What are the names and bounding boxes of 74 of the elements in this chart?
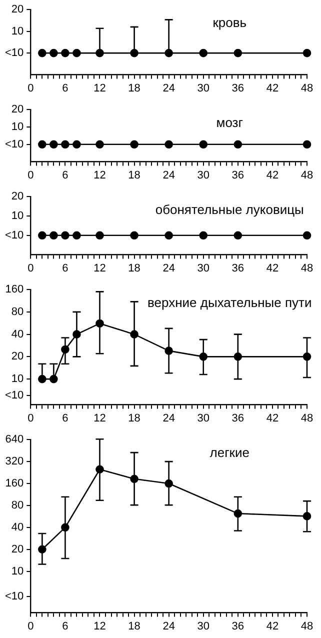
y-tick-label: <10 bbox=[4, 229, 24, 242]
y-tick-label: 10 bbox=[11, 25, 24, 38]
x-tick-label: 12 bbox=[94, 82, 106, 94]
point bbox=[38, 374, 46, 384]
y-tick-label: 160 bbox=[5, 478, 24, 490]
x-tick-label: 24 bbox=[162, 82, 175, 94]
y-tick-label: 80 bbox=[11, 499, 24, 512]
x-tick-label: 42 bbox=[266, 169, 279, 182]
x-tick-label: 6 bbox=[62, 262, 68, 274]
y-tick-label: 40 bbox=[11, 328, 24, 340]
x-tick-label: 36 bbox=[232, 82, 244, 94]
x-tick-label: 48 bbox=[300, 82, 314, 94]
x-tick-label: 18 bbox=[128, 82, 140, 94]
y-tick-label: 640 bbox=[5, 434, 24, 446]
y-tick-label: 320 bbox=[5, 456, 24, 468]
text: обонятельные луковицы bbox=[155, 202, 304, 218]
y-tick-label: 160 bbox=[5, 284, 24, 296]
y-tick-label: 20 bbox=[11, 543, 24, 556]
x-tick-label: 12 bbox=[94, 620, 106, 632]
x-tick-label: 12 bbox=[94, 412, 106, 424]
y-tick-label: 10 bbox=[11, 373, 24, 386]
x-tick-label: 18 bbox=[128, 262, 140, 274]
x-tick-label: 36 bbox=[232, 620, 244, 632]
y-tick-label: 80 bbox=[11, 306, 24, 318]
x-tick-label: 6 bbox=[62, 620, 68, 632]
x-tick-label: 6 bbox=[62, 169, 68, 182]
x-tick-label: 30 bbox=[197, 82, 210, 94]
x-tick-label: 0 bbox=[28, 412, 34, 424]
y-tick-label: <10 bbox=[4, 138, 24, 150]
x-tick-label: 18 bbox=[128, 620, 140, 632]
x-tick-label: 42 bbox=[266, 620, 279, 632]
text: кровь bbox=[212, 15, 247, 30]
x-tick-label: 0 bbox=[28, 169, 34, 182]
x-tick-label: 42 bbox=[266, 82, 279, 94]
y-tick-label: <10 bbox=[4, 590, 24, 603]
y-tick-label: 40 bbox=[11, 521, 24, 534]
y-tick-label: 10 bbox=[11, 565, 24, 578]
x-tick-label: 24 bbox=[162, 262, 175, 274]
x-tick-label: 36 bbox=[232, 262, 244, 274]
x-tick-label: 18 bbox=[128, 412, 140, 424]
x-tick-label: 48 bbox=[300, 169, 314, 182]
x-tick-label: 48 bbox=[300, 262, 314, 274]
y-tick-label: 20 bbox=[11, 104, 24, 116]
x-tick-label: 48 bbox=[300, 412, 314, 424]
x-tick-label: 24 bbox=[162, 412, 175, 424]
y-tick-label: 10 bbox=[11, 121, 24, 134]
x-tick-label: 12 bbox=[94, 169, 106, 182]
x-tick-label: 24 bbox=[162, 620, 175, 632]
text: легкие bbox=[210, 445, 250, 460]
x-tick-label: 0 bbox=[28, 262, 34, 274]
text: мозг bbox=[216, 115, 244, 130]
y-tick-label: 20 bbox=[11, 190, 24, 203]
x-tick-label: 36 bbox=[232, 412, 244, 424]
y-tick-label: <10 bbox=[4, 390, 24, 402]
x-tick-label: 30 bbox=[197, 262, 210, 274]
x-tick-label: 6 bbox=[62, 412, 68, 424]
y-tick-label: 10 bbox=[11, 210, 24, 222]
x-tick-label: 30 bbox=[197, 169, 210, 182]
x-tick-label: 42 bbox=[266, 262, 279, 274]
x-tick-label: 24 bbox=[162, 169, 175, 182]
text: верхние дыхательные пути bbox=[148, 295, 312, 310]
y-tick-label: 20 bbox=[11, 4, 24, 16]
x-tick-label: 36 bbox=[232, 169, 244, 182]
x-tick-label: 6 bbox=[62, 82, 68, 94]
x-tick-label: 0 bbox=[28, 620, 34, 632]
y-tick-label: 20 bbox=[11, 350, 24, 363]
x-tick-label: 18 bbox=[128, 169, 140, 182]
x-tick-label: 30 bbox=[197, 620, 210, 632]
x-tick-label: 42 bbox=[266, 412, 279, 424]
y-tick-label: <10 bbox=[4, 47, 24, 60]
x-tick-label: 0 bbox=[28, 82, 34, 94]
x-tick-label: 12 bbox=[94, 262, 106, 274]
x-tick-label: 48 bbox=[300, 620, 314, 632]
x-tick-label: 30 bbox=[197, 412, 210, 424]
